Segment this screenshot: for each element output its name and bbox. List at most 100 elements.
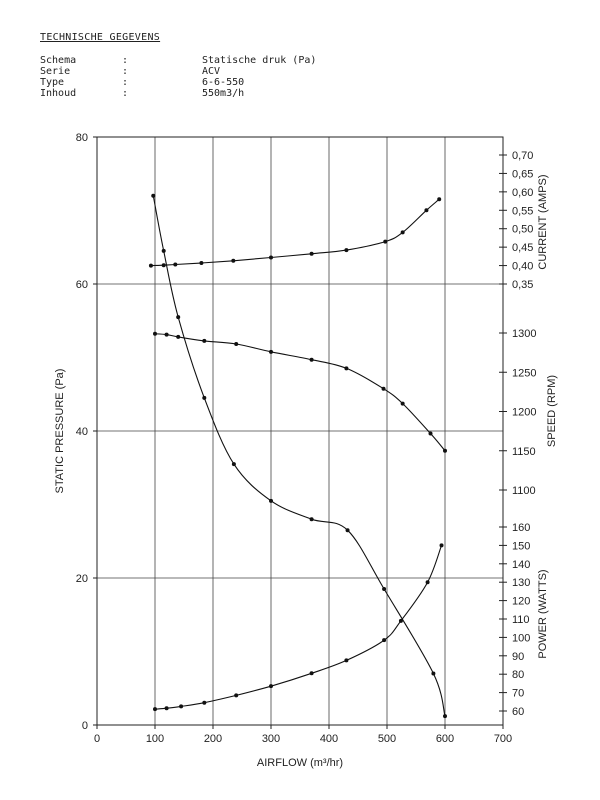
- power-data-point: [153, 707, 157, 712]
- spec-value: ACV: [202, 66, 221, 77]
- power-data-point: [269, 684, 273, 689]
- speed-data-point: [428, 431, 433, 436]
- current-data-point: [231, 258, 236, 263]
- speed-data-point: [344, 366, 349, 371]
- pressure-data-point: [443, 714, 447, 719]
- speed-data-point: [164, 332, 169, 337]
- pressure-data-point: [382, 587, 387, 592]
- spec-label: Serie: [40, 66, 71, 77]
- pressure-data-point: [269, 498, 273, 503]
- current-data-point: [269, 255, 273, 260]
- power-tick-label: 100: [512, 632, 530, 644]
- spec-row-inhoud: Inhoud : 550m3/h: [40, 88, 316, 99]
- spec-title: TECHNISCHE GEGEVENS: [40, 32, 161, 43]
- spec-label: Schema: [40, 55, 77, 66]
- spec-value: 550m3/h: [202, 88, 245, 99]
- current-data-point: [173, 262, 178, 267]
- x-tick-label: 0: [94, 733, 100, 745]
- current-curve: [150, 198, 440, 267]
- pressure-data-point: [176, 315, 181, 320]
- current-data-point: [424, 208, 429, 213]
- x-tick-label: 600: [436, 733, 454, 745]
- power-tick-label: 60: [512, 706, 524, 718]
- power-data-point: [179, 704, 184, 709]
- power-tick-label: 110: [512, 614, 530, 626]
- power-data-point: [309, 671, 314, 676]
- current-data-point: [309, 251, 314, 256]
- pressure-data-point: [202, 395, 207, 400]
- x-tick-label: 100: [146, 733, 164, 745]
- spec-row-serie: Serie : ACV: [40, 66, 316, 77]
- speed-data-point: [176, 334, 181, 339]
- current-tick-label: 0,50: [512, 224, 533, 236]
- spec-label: Type: [40, 77, 65, 88]
- speed-tick-label: 1300: [512, 328, 536, 340]
- spec-separator: :: [122, 77, 129, 88]
- power-axis-title: POWER (WATTS): [537, 569, 549, 658]
- speed-data-point: [400, 401, 405, 406]
- current-tick-label: 0,65: [512, 168, 533, 180]
- current-tick-label: 0,55: [512, 205, 533, 217]
- current-data-point: [400, 230, 405, 235]
- power-tick-label: 80: [512, 669, 524, 681]
- power-tick-label: 120: [512, 596, 530, 608]
- speed-data-point: [269, 349, 273, 354]
- current-tick-label: 0,60: [512, 187, 533, 199]
- power-tick-label: 130: [512, 577, 530, 589]
- current-data-point: [199, 260, 204, 265]
- speed-data-point: [309, 357, 314, 362]
- spec-block: TECHNISCHE GEGEVENS Schema : Statische d…: [40, 32, 316, 99]
- current-data-point: [344, 248, 349, 253]
- speed-tick-label: 1250: [512, 367, 536, 379]
- spec-row-type: Type : 6-6-550: [40, 77, 316, 88]
- current-data-point: [148, 263, 153, 268]
- current-axis-title: CURRENT (AMPS): [537, 174, 549, 269]
- current-data-point: [383, 239, 388, 244]
- x-tick-label: 200: [204, 733, 222, 745]
- pressure-data-point: [231, 462, 236, 467]
- power-tick-label: 160: [512, 522, 530, 534]
- power-data-point: [425, 580, 430, 585]
- power-data-point: [234, 693, 239, 698]
- power-tick-label: 90: [512, 651, 524, 663]
- y-tick-label: 0: [82, 720, 88, 732]
- speed-tick-label: 1100: [512, 485, 536, 497]
- speed-data-point: [202, 338, 207, 343]
- power-data-point: [382, 638, 387, 643]
- power-data-point: [439, 543, 444, 548]
- y-tick-label: 80: [76, 132, 88, 144]
- x-axis-title: AIRFLOW (m³/hr): [257, 757, 343, 769]
- speed-data-point: [381, 386, 386, 391]
- spec-separator: :: [122, 55, 129, 66]
- power-curve: [154, 545, 443, 710]
- pressure-data-point: [431, 671, 436, 676]
- spec-separator: :: [122, 88, 129, 99]
- pressure-data-point: [151, 193, 156, 198]
- power-tick-label: 70: [512, 688, 524, 700]
- x-tick-label: 700: [494, 733, 512, 745]
- speed-data-point: [443, 448, 447, 453]
- spec-value: 6-6-550: [202, 77, 245, 88]
- speed-data-point: [234, 341, 239, 346]
- power-tick-label: 140: [512, 559, 530, 571]
- spec-value: Statische druk (Pa): [202, 55, 317, 66]
- y-tick-label: 40: [76, 426, 88, 438]
- pressure-data-point: [161, 248, 166, 253]
- pressure-curve: [152, 195, 446, 717]
- current-tick-label: 0,70: [512, 150, 533, 162]
- y-tick-label: 60: [76, 279, 88, 291]
- speed-curve: [154, 333, 446, 452]
- power-data-point: [164, 706, 169, 711]
- power-data-point: [202, 700, 207, 705]
- x-tick-label: 500: [378, 733, 396, 745]
- power-data-point: [398, 618, 403, 623]
- speed-data-point: [153, 331, 157, 336]
- current-data-point: [437, 197, 442, 202]
- spec-separator: :: [122, 66, 129, 77]
- current-data-point: [161, 263, 166, 268]
- speed-tick-label: 1150: [512, 446, 536, 458]
- speed-axis-title: SPEED (RPM): [546, 375, 558, 447]
- current-tick-label: 0,45: [512, 242, 533, 254]
- power-tick-label: 150: [512, 540, 530, 552]
- y-tick-label: 20: [76, 573, 88, 585]
